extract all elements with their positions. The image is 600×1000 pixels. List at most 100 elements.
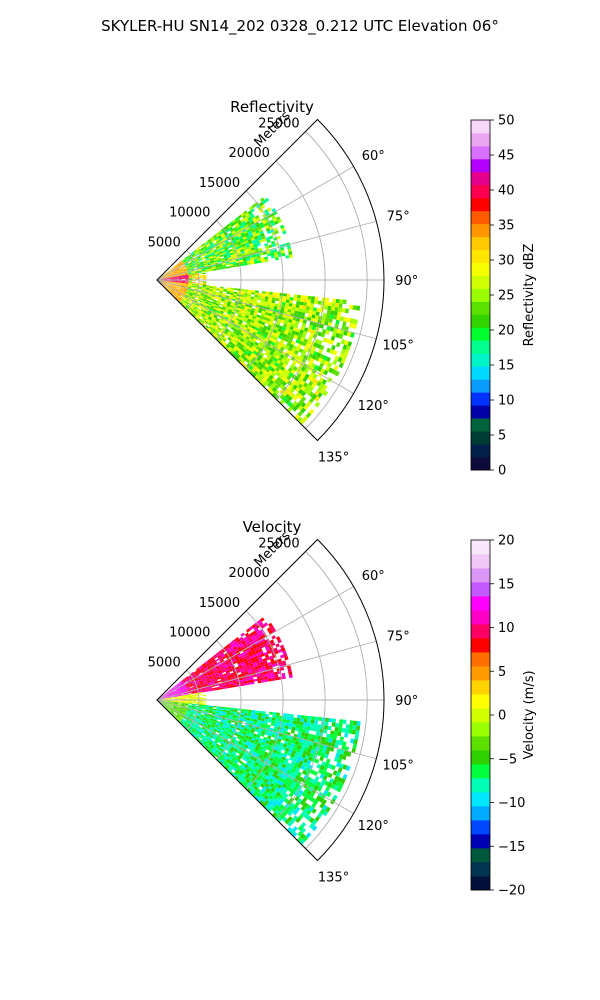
echo-cell [263,314,269,318]
echo-cell [192,295,197,298]
echo-cell [261,199,267,205]
echo-cell [313,364,319,371]
echo-cell [300,366,306,372]
echo-cell [247,738,252,742]
echo-cell [241,733,246,738]
echo-cell [244,365,249,370]
colorbar-segment [471,249,490,263]
echo-cell [180,262,184,265]
echo-cell [268,296,273,301]
echo-cell [295,737,301,742]
echo-cell [268,370,274,375]
echo-cell [169,272,174,275]
echo-cell [254,714,259,718]
echo-cell [219,335,224,340]
echo-cell [240,250,245,254]
echo-cell [188,700,193,702]
echo-cell [223,302,228,306]
echo-cell [237,336,242,341]
echo-cell [183,690,188,693]
echo-cell [216,722,220,725]
echo-cell [204,264,208,267]
echo-cell [269,655,274,660]
echo-cell [305,726,311,731]
echo-cell [335,302,340,308]
echo-cell [243,667,248,671]
echo-cell [175,689,180,692]
echo-cell [227,300,232,304]
echo-cell [259,635,264,640]
echo-cell [237,661,242,665]
echo-cell [183,290,187,293]
echo-cell [278,745,283,750]
echo-cell [202,281,207,283]
echo-cell [320,332,326,338]
echo-cell [201,319,205,323]
echo-cell [229,233,234,238]
echo-cell [185,276,189,278]
echo-cell [353,739,358,745]
echo-cell [260,368,266,373]
echo-cell [217,661,222,665]
echo-cell [274,303,279,307]
echo-cell [186,290,191,293]
echo-cell [169,691,173,694]
echo-cell [186,268,191,270]
echo-cell [201,288,206,291]
echo-cell [183,260,188,264]
echo-cell [204,301,209,305]
echo-cell [213,727,218,731]
echo-cell [237,314,242,318]
echo-cell [271,635,276,640]
echo-cell [241,241,246,246]
echo-cell [194,306,198,309]
echo-cell [257,677,262,681]
echo-cell [264,311,269,316]
echo-cell [191,253,196,257]
echo-cell [224,299,229,303]
echo-cell [283,373,289,379]
echo-cell [206,680,211,684]
echo-cell [298,728,303,733]
echo-cell [191,303,196,307]
echo-cell [300,746,306,751]
echo-cell [243,247,248,251]
echo-cell [250,634,255,639]
echo-cell [198,297,203,301]
echo-cell [195,304,199,308]
echo-cell [188,705,192,707]
echo-cell [202,272,207,275]
echo-cell [215,665,220,669]
echo-cell [244,249,249,253]
echo-cell [198,271,203,274]
echo-cell [174,296,178,300]
echo-cell [208,709,213,711]
echo-cell [177,263,181,267]
echo-cell [254,308,259,313]
echo-cell [322,775,328,781]
echo-cell [204,247,209,251]
colorbar-segment [471,405,490,419]
echo-cell [263,209,269,214]
echo-cell [232,239,237,243]
echo-cell [190,289,195,292]
echo-cell [247,636,252,641]
echo-cell [297,311,302,316]
echo-cell [305,412,312,419]
echo-cell [200,247,204,251]
echo-cell [182,710,187,714]
echo-cell [194,689,199,692]
echo-cell [253,656,259,660]
echo-cell [174,266,179,269]
echo-cell [238,345,243,351]
echo-cell [176,707,180,710]
echo-cell [211,714,215,717]
echo-cell [179,289,184,292]
echo-cell [199,281,203,283]
echo-cell [253,733,258,737]
echo-cell [289,382,295,388]
echo-cell [181,284,185,287]
echo-cell [268,629,273,635]
echo-cell [232,683,237,686]
echo-cell [266,372,271,378]
